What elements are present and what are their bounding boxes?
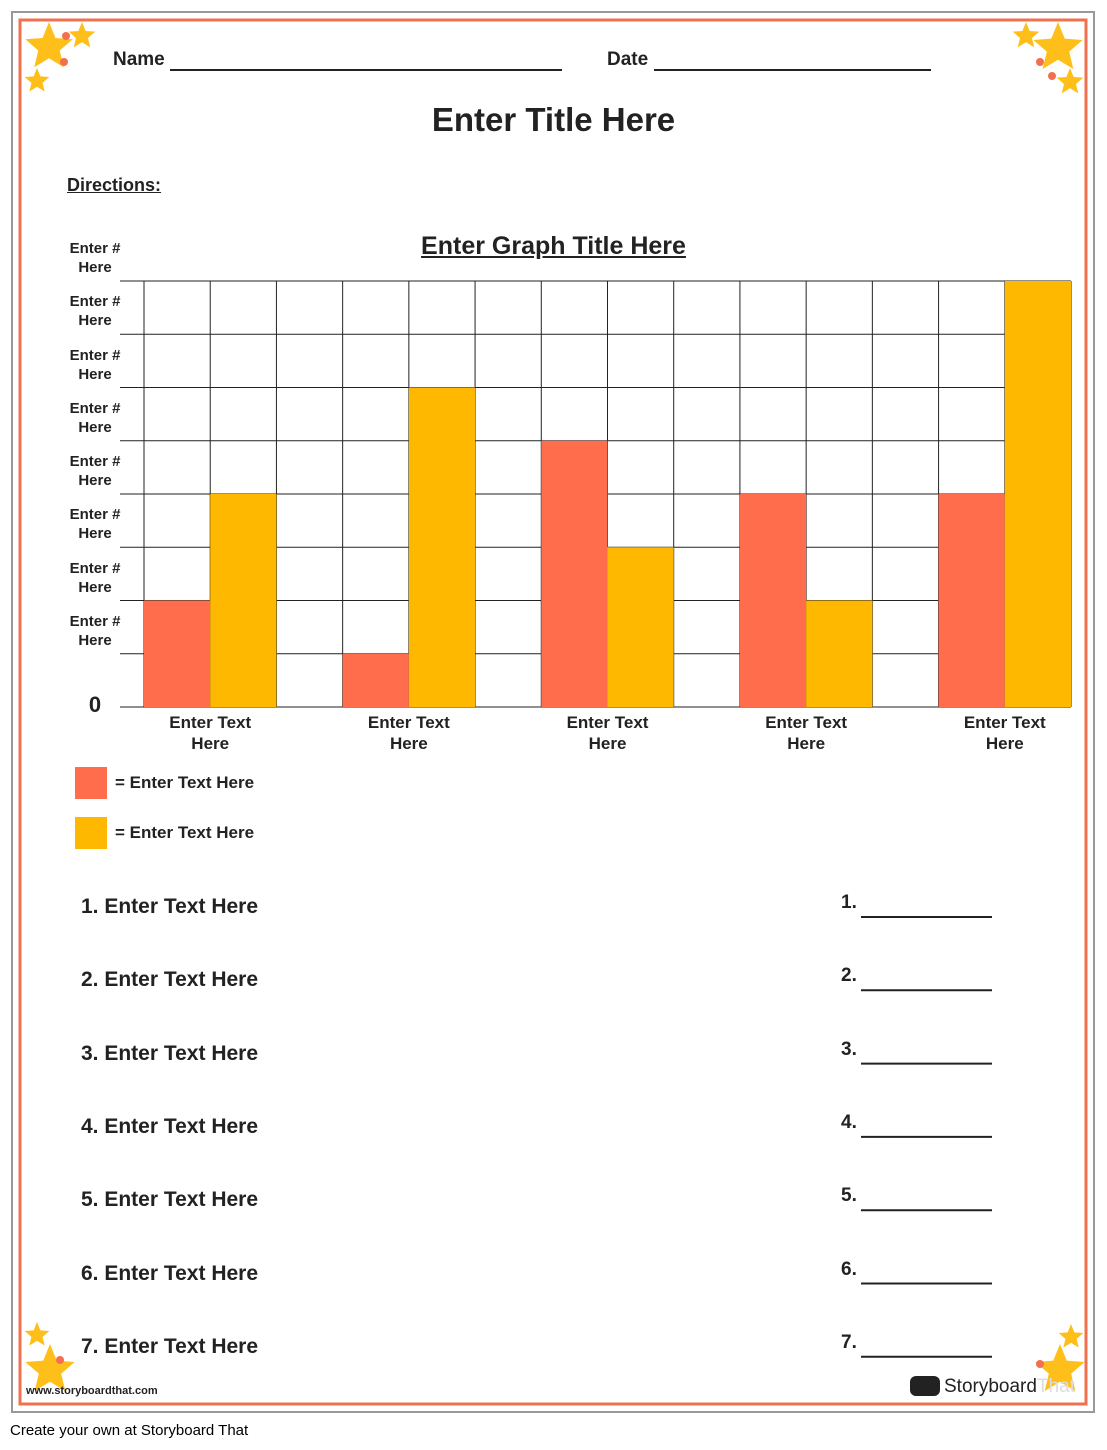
logo-a: Storyboard bbox=[944, 1376, 1037, 1397]
credit: Create your own at Storyboard That bbox=[10, 1422, 249, 1439]
y-tick-label: Enter # Here bbox=[69, 612, 121, 649]
x-tick-label: Enter Text Here bbox=[566, 713, 649, 753]
legend-label: = Enter Text Here bbox=[115, 773, 255, 792]
date-label: Date bbox=[607, 49, 649, 70]
question: 2. Enter Text Here bbox=[81, 968, 259, 992]
answer-number: 2. bbox=[841, 965, 857, 987]
name-label: Name bbox=[113, 49, 165, 70]
question: 1. Enter Text Here bbox=[81, 895, 259, 918]
bar bbox=[607, 547, 674, 707]
legend-label: = Enter Text Here bbox=[115, 823, 255, 842]
footer-url: www.storyboardthat.com bbox=[26, 1385, 158, 1397]
inner-frame bbox=[18, 18, 1088, 1406]
bar bbox=[1004, 281, 1071, 707]
logo-b: That bbox=[1036, 1376, 1075, 1397]
bar bbox=[210, 494, 277, 707]
bar bbox=[806, 600, 873, 707]
legend-swatch bbox=[75, 817, 107, 849]
outer-frame bbox=[11, 11, 1095, 1413]
question: 5. Enter Text Here bbox=[81, 1188, 259, 1212]
y-tick-label: Enter # Here bbox=[69, 559, 121, 596]
y-tick-label: Enter # Here bbox=[69, 506, 121, 543]
bar bbox=[144, 600, 211, 707]
answer-number: 4. bbox=[841, 1111, 857, 1133]
y-tick-label: Enter # Here bbox=[69, 453, 121, 489]
question: 7. Enter Text Here bbox=[81, 1334, 259, 1358]
y-tick-label: Enter # Here bbox=[69, 399, 121, 436]
legend-swatch bbox=[75, 767, 107, 799]
question: 6. Enter Text Here bbox=[81, 1261, 259, 1285]
answer-number: 1. bbox=[841, 892, 857, 913]
logo-icon bbox=[910, 1376, 940, 1396]
bar bbox=[739, 494, 807, 707]
x-tick-label: Enter Text Here bbox=[367, 713, 450, 753]
logo-text: StoryboardThat bbox=[944, 1376, 1075, 1398]
x-tick-label: Enter Text Here bbox=[169, 713, 252, 753]
stars bbox=[24, 22, 1085, 1392]
bar bbox=[938, 494, 1005, 707]
question: 4. Enter Text Here bbox=[81, 1114, 259, 1138]
answer-number: 5. bbox=[841, 1185, 857, 1207]
chart-title: Enter Graph Title Here bbox=[421, 232, 686, 260]
answer-number: 6. bbox=[841, 1258, 857, 1280]
answer-number: 7. bbox=[841, 1331, 857, 1353]
bar bbox=[342, 653, 409, 707]
question: 3. Enter Text Here bbox=[81, 1041, 259, 1065]
title: Enter Title Here bbox=[431, 101, 676, 138]
answer-number: 3. bbox=[841, 1038, 857, 1060]
directions: Directions: bbox=[67, 175, 162, 195]
y-tick-label: Enter # Here bbox=[69, 240, 121, 276]
y-tick-label: Enter # Here bbox=[69, 293, 121, 330]
x-tick-label: Enter Text Here bbox=[963, 713, 1046, 753]
y-tick-label: Enter # Here bbox=[69, 346, 121, 383]
y-tick-label: 0 bbox=[88, 692, 102, 717]
bar bbox=[541, 440, 608, 707]
bar bbox=[408, 387, 476, 707]
x-tick-label: Enter Text Here bbox=[765, 713, 848, 753]
